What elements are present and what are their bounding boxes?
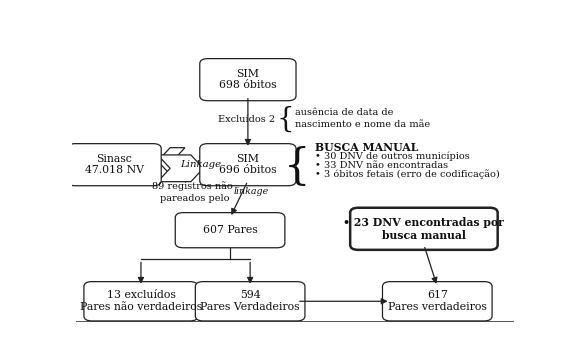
Text: linkage: linkage — [233, 187, 269, 196]
FancyBboxPatch shape — [84, 282, 198, 321]
Text: nascimento e nome da mãe: nascimento e nome da mãe — [295, 120, 430, 129]
Text: Excluídos 2: Excluídos 2 — [217, 115, 275, 124]
Text: SIM
698 óbitos: SIM 698 óbitos — [219, 69, 277, 90]
Text: Sinasc
47.018 NV: Sinasc 47.018 NV — [85, 154, 144, 176]
Text: • 30 DNV de outros municípios: • 30 DNV de outros municípios — [315, 152, 470, 161]
FancyBboxPatch shape — [200, 144, 296, 186]
FancyBboxPatch shape — [196, 282, 305, 321]
Text: 13 excluídos
Pares não verdadeiros: 13 excluídos Pares não verdadeiros — [80, 290, 202, 312]
FancyBboxPatch shape — [350, 208, 498, 250]
Text: {: { — [277, 106, 294, 133]
Text: 594
Pares Verdadeiros: 594 Pares Verdadeiros — [200, 290, 300, 312]
FancyBboxPatch shape — [200, 59, 296, 101]
Text: ausência de data de: ausência de data de — [295, 108, 393, 117]
FancyBboxPatch shape — [175, 212, 285, 248]
FancyBboxPatch shape — [382, 282, 492, 321]
Text: • 33 DNV não encontradas: • 33 DNV não encontradas — [315, 161, 448, 170]
Text: SIM
696 óbitos: SIM 696 óbitos — [219, 154, 277, 176]
Text: • 23 DNV encontradas por
busca manual: • 23 DNV encontradas por busca manual — [343, 217, 504, 241]
Text: 617
Pares verdadeiros: 617 Pares verdadeiros — [388, 290, 486, 312]
Text: 607 Pares: 607 Pares — [203, 225, 258, 235]
Polygon shape — [158, 155, 204, 182]
Text: • 3 óbitos fetais (erro de codificação): • 3 óbitos fetais (erro de codificação) — [315, 169, 500, 179]
Text: 89 registros não
pareados pelo: 89 registros não pareados pelo — [152, 181, 232, 202]
Text: Linkage: Linkage — [180, 160, 221, 169]
Text: BUSCA MANUAL: BUSCA MANUAL — [315, 143, 418, 153]
Text: {: { — [284, 146, 311, 188]
FancyBboxPatch shape — [67, 144, 161, 186]
Polygon shape — [158, 148, 185, 174]
